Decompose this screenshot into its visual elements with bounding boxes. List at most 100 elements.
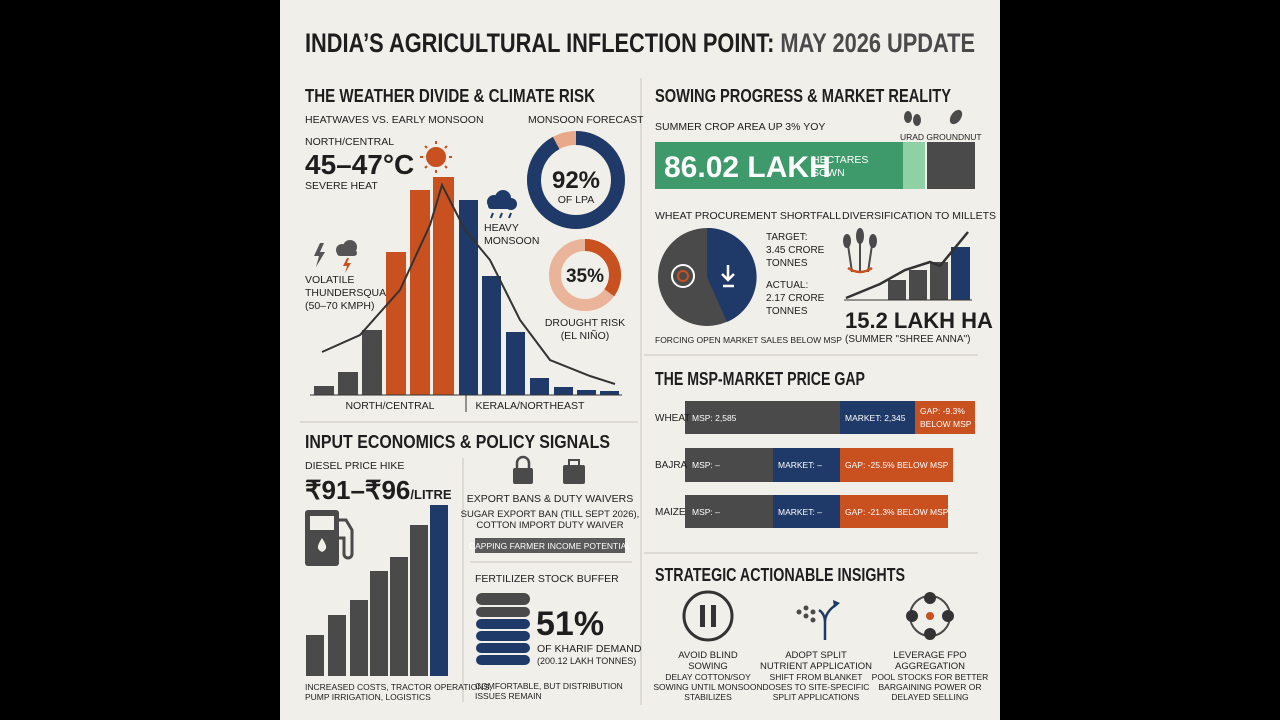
gap-row [685, 401, 975, 528]
gap: GAP: -21.3% BELOW MSP [845, 507, 949, 517]
pump-icon [305, 510, 354, 566]
title-highlight: MAY 2026 UPDATE [780, 28, 975, 58]
note: SUGAR EXPORT BAN (TILL SEPT 2026), [461, 509, 640, 520]
label: SEVERE HEAT [305, 180, 378, 192]
label: OF KHARIF DEMAND [537, 643, 642, 655]
msp: MSP: 2,585 [692, 413, 737, 423]
big-value: 51% [536, 605, 604, 643]
insight-text: STABILIZES [684, 692, 732, 702]
insight-title: AGGREGATION [895, 661, 965, 672]
donut-arc [549, 239, 621, 311]
insight-icons [682, 590, 954, 642]
label: MONSOON FORECAST [528, 114, 644, 126]
label: MONSOON [484, 235, 539, 247]
wheat-pie [658, 227, 757, 326]
label: ACTUAL: [766, 280, 808, 291]
storm-icon [314, 240, 357, 273]
label: URAD [900, 132, 924, 142]
gap: GAP: -25.5% BELOW MSP [845, 460, 949, 470]
note: PUMP IRRIGATION, LOGISTICS [305, 692, 431, 702]
label: 2.17 CRORE [766, 293, 825, 304]
label: 3.45 CRORE [766, 245, 825, 256]
seed-icons [904, 109, 963, 126]
label: (EL NIÑO) [561, 329, 610, 342]
label: DROUGHT RISK [545, 317, 625, 329]
donut-arc [527, 131, 625, 229]
price: ₹91–₹96/LITRE [305, 475, 452, 505]
insight-title: NUTRIENT APPLICATION [760, 661, 872, 672]
label: EXPORT BANS & DUTY WAIVERS [467, 493, 634, 505]
insight-text: DELAYED SELLING [891, 692, 968, 702]
crop: MAIZE [655, 507, 686, 518]
big-value: 15.2 LAKH HA [845, 308, 993, 333]
label: VOLATILE [305, 274, 354, 286]
section-title: SOWING PROGRESS & MARKET REALITY [655, 86, 951, 106]
section-title: THE MSP-MARKET PRICE GAP [655, 369, 865, 389]
msp: MSP: – [692, 460, 720, 470]
section-title: INPUT ECONOMICS & POLICY SIGNALS [305, 432, 610, 452]
sun-icon [420, 141, 452, 173]
donut-value: 92% [552, 167, 600, 194]
donut-value: 35% [566, 266, 604, 287]
price-value: ₹91–₹96 [305, 475, 410, 505]
note: COMFORTABLE, BUT DISTRIBUTION [475, 681, 623, 691]
label: (200.12 LAKH TONNES) [537, 656, 636, 666]
insight-text: SOWING UNTIL MONSOON [653, 682, 762, 692]
label: (50–70 KMPH) [305, 300, 374, 312]
tag: CAPPING FARMER INCOME POTENTIAL [469, 541, 631, 551]
tag-box [475, 538, 625, 553]
weather-bars [310, 177, 622, 412]
insight-text: POOL STOCKS FOR BETTER [872, 672, 989, 682]
title-main: INDIA’S AGRICULTURAL INFLECTION POINT: [305, 28, 774, 58]
stack-icon [476, 593, 530, 665]
note: COTTON IMPORT DUTY WAIVER [476, 520, 623, 531]
axis-label: NORTH/CENTRAL [345, 400, 434, 412]
cloud-icon [487, 190, 517, 219]
temperature: 45–47°C [305, 149, 414, 180]
axis-label: KERALA/NORTHEAST [476, 400, 586, 412]
label: GROUNDNUT [926, 132, 981, 142]
note: FORCING OPEN MARKET SALES BELOW MSP [655, 335, 842, 345]
lock-icons [513, 455, 585, 484]
dividers [300, 78, 978, 705]
millet-chart [843, 228, 972, 301]
infographic: INDIA’S AGRICULTURAL INFLECTION POINT: M… [280, 0, 1000, 720]
label: WHEAT PROCUREMENT SHORTFALL [655, 210, 841, 222]
insight-title: AVOID BLIND [678, 650, 738, 661]
gap: BELOW MSP [920, 419, 972, 429]
label: THUNDERSQUALLS [305, 287, 405, 299]
label: (SUMMER "SHREE ANNA") [845, 334, 970, 345]
insight-title: LEVERAGE FPO [893, 650, 966, 661]
label: HEATWAVES VS. EARLY MONSOON [305, 114, 484, 126]
label: DIESEL PRICE HIKE [305, 460, 404, 472]
diesel-bars [306, 505, 448, 676]
area-unit: HECTARES [812, 154, 868, 166]
insight-text: SPLIT APPLICATIONS [773, 692, 860, 702]
crop: WHEAT [655, 413, 690, 424]
section-title: STRATEGIC ACTIONABLE INSIGHTS [655, 565, 905, 585]
label: TONNES [766, 258, 808, 269]
label: TONNES [766, 306, 808, 317]
market: MARKET: – [778, 507, 822, 517]
drought-donut [549, 239, 621, 311]
note: ISSUES REMAIN [475, 691, 542, 701]
insight-text: SHIFT FROM BLANKET [770, 672, 863, 682]
area-bar [927, 142, 975, 189]
insight-text: BARGAINING POWER OR [879, 682, 982, 692]
price-unit: /LITRE [410, 487, 451, 502]
label: NORTH/CENTRAL [305, 136, 394, 148]
label: FERTILIZER STOCK BUFFER [475, 573, 619, 585]
insight-text: DELAY COTTON/SOY [665, 672, 751, 682]
label: SUMMER CROP AREA UP 3% YOY [655, 121, 825, 133]
donut-caption: OF LPA [558, 194, 595, 206]
forecast-donut [527, 131, 625, 229]
section-title: THE WEATHER DIVIDE & CLIMATE RISK [305, 86, 595, 106]
insight-title: SOWING [688, 661, 728, 672]
note: INCREASED COSTS, TRACTOR OPERATIONS, [305, 682, 492, 692]
area-bar [655, 142, 903, 189]
crop: BAJRA [655, 460, 688, 471]
label: HEAVY [484, 222, 519, 234]
label: TARGET: [766, 232, 807, 243]
area-value: 86.02 LAKH [664, 151, 831, 184]
